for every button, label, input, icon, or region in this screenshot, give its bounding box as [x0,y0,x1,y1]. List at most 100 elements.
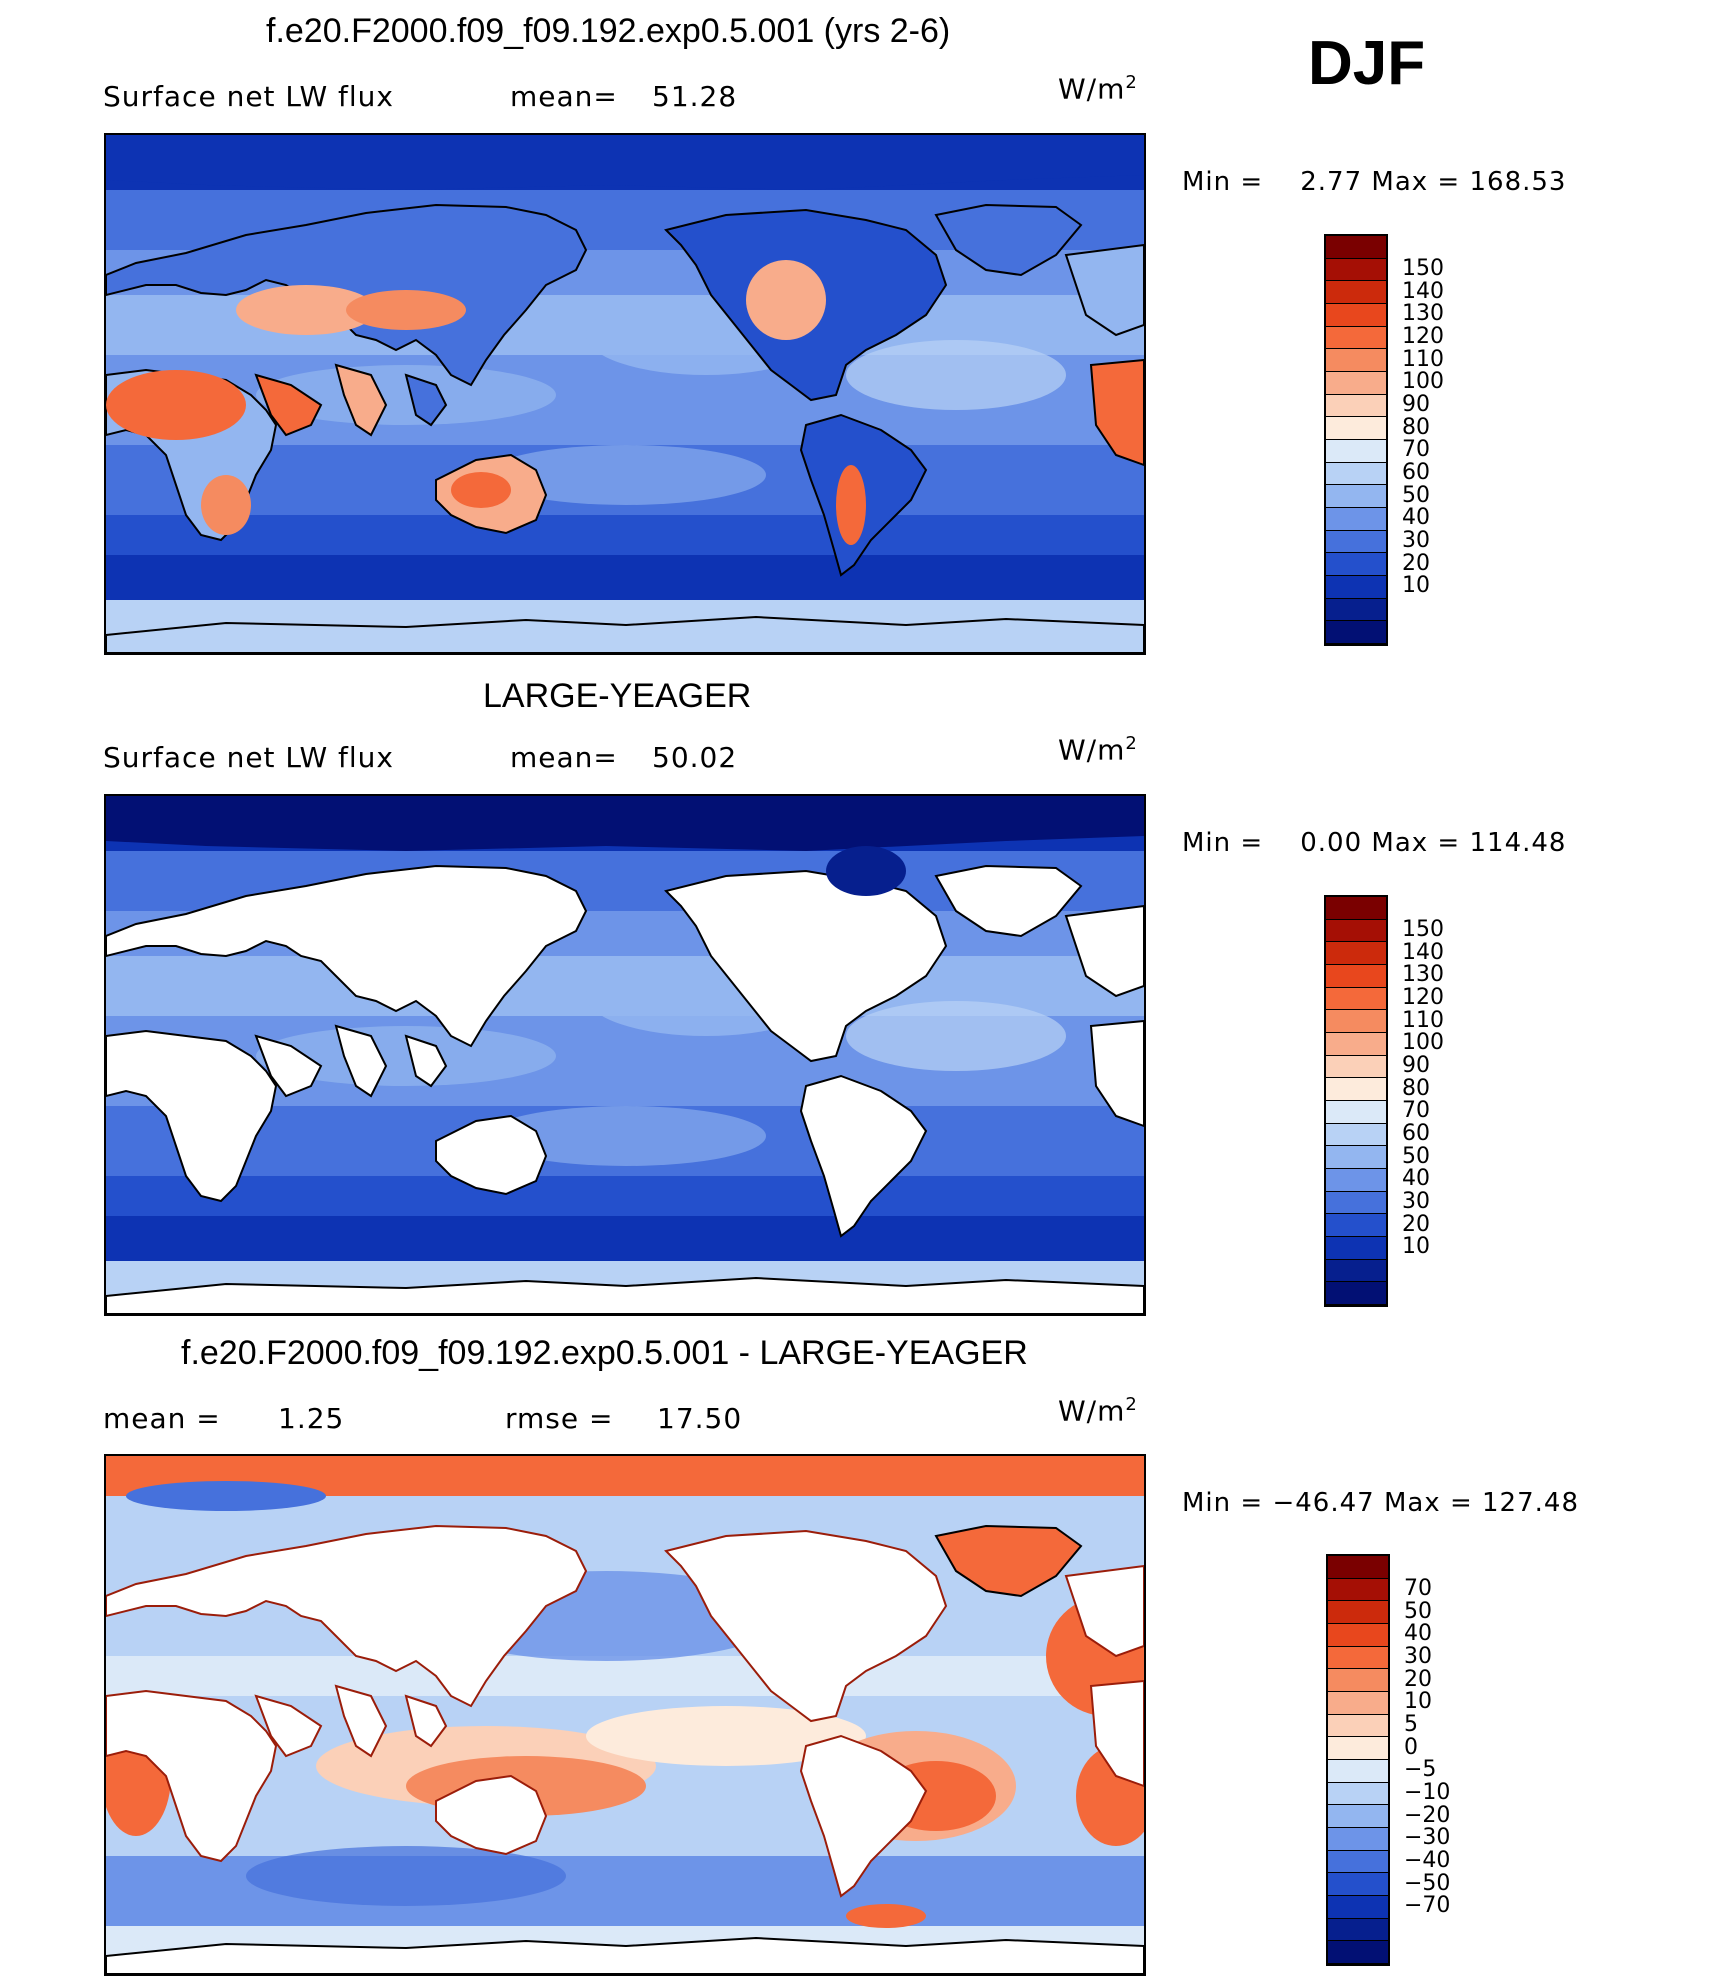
colorbar-tick-label: 130 [1402,962,1444,988]
panel3-units: W/m2 [1058,1394,1138,1428]
coastline-arctic [106,135,1144,190]
colorbar-swatch [1326,349,1386,372]
coastline-greenland [934,203,1083,277]
colorbar-swatch [1328,1782,1388,1806]
field-contour [256,1026,556,1086]
field-contour [106,370,246,440]
colorbar-tick-label: 30 [1404,1644,1432,1669]
colorbar-tick-label: 80 [1402,1075,1430,1101]
colorbar-swatch [1326,897,1386,920]
field-contour [246,1846,566,1906]
field-contour [826,846,906,896]
colorbar-swatch [1328,1760,1388,1783]
colorbar-swatch [1326,304,1386,327]
coastline-antarctica [106,615,1144,653]
panel2-map [104,794,1146,1316]
panel3-map [104,1454,1146,1976]
colorbar-tick-label: 50 [1402,482,1430,508]
colorbar-tick-label: 50 [1404,1598,1432,1624]
field-contour [486,445,766,505]
coastline-africa [106,1029,278,1203]
colorbar-swatch [1326,326,1386,350]
colorbar-swatch [1328,1828,1388,1851]
field-band [106,1656,1144,1696]
coastline-europe_ne [1064,1564,1144,1658]
colorbar-tick-label: 40 [1402,505,1430,531]
field-contour [126,1481,326,1511]
panel3-colorbar: 70 50 40 30 20 10 5 0 −5 −10 −20 −30 −40 −50 −70 [1326,1554,1450,1966]
colorbar-tick-label: 50 [1402,1143,1430,1169]
colorbar-swatch [1328,1714,1388,1738]
colorbar-swatch [1328,1669,1388,1692]
colorbar-swatch [1326,942,1386,965]
coastline-eurasia [106,1524,588,1708]
coastline-arctic [106,796,1144,851]
colorbar-swatch [1326,462,1386,486]
colorbar-tick-label: 120 [1402,985,1444,1010]
colorbar-swatch [1326,1033,1386,1056]
field-contour [256,365,556,425]
field-band [106,515,1144,560]
colorbar-swatch [1326,553,1386,576]
colorbar-tick-label: 80 [1402,414,1430,440]
colorbar-swatch [1328,1578,1388,1602]
panel2-colorbar: 150 140 130 120 110 100 90 80 70 60 50 40 30 20 10 [1324,895,1444,1307]
field-contour [346,290,466,330]
field-contour [746,260,826,340]
coastline-africa [106,1689,278,1863]
coastline-seasia [404,373,448,427]
colorbar-swatch [1326,236,1386,259]
panel1-colorbar: 150 140 130 120 110 100 90 80 70 60 50 40 30 20 10 [1324,234,1444,646]
colorbar-tick-label: −30 [1404,1825,1451,1851]
colorbar-swatch [1326,530,1386,554]
field-contour [836,465,866,545]
colorbar-swatch [1328,1692,1388,1715]
colorbar-swatch [1326,1123,1386,1147]
coastline-antarctica [106,1936,1144,1974]
colorbar-swatch [1326,621,1386,644]
colorbar-tick-label: 70 [1402,437,1430,463]
colorbar-swatch [1326,440,1386,463]
panel3-rmse-label: rmse = [505,1402,614,1435]
coastline-australia [435,1774,548,1856]
coastline-europe_ne [1064,243,1144,337]
colorbar-swatch [1326,919,1386,943]
coastline-namerica [664,1529,948,1723]
field-contour [486,1106,766,1166]
colorbar-tick-label: 100 [1402,369,1444,395]
coastline-europe_ne [1064,904,1144,998]
colorbar-swatch [1326,1282,1386,1305]
colorbar-swatch [1328,1624,1388,1647]
colorbar-swatch [1328,1873,1388,1896]
coastline-seasia [404,1034,448,1088]
colorbar-swatch [1326,1078,1386,1101]
colorbar-swatch [1328,1737,1388,1760]
colorbar-swatch [1326,372,1386,395]
colorbar-swatch [1326,1055,1386,1079]
colorbar-tick-label: 70 [1402,1098,1430,1124]
colorbar-swatch [1326,1237,1386,1260]
panel3-title: f.e20.F2000.f09_f09.192.exp0.5.001 - LAR… [181,1334,1028,1372]
panel3-minmax: Min = −46.47 Max = 127.48 [1182,1488,1579,1518]
colorbar-tick-label: 70 [1404,1576,1432,1601]
colorbar-tick-label: −40 [1404,1848,1451,1873]
colorbar-tick-label: 40 [1404,1621,1432,1647]
field-contour [846,1904,926,1928]
panel2-units: W/m2 [1058,733,1138,767]
field-contour [451,472,511,508]
colorbar-tick-label: 30 [1402,1189,1430,1214]
coastline-arabia [254,1034,323,1098]
panel3-rmse-value: 17.50 [657,1402,743,1435]
coastline-greenland [934,1524,1083,1598]
colorbar-tick-label: 10 [1402,1234,1430,1260]
colorbar-tick-label: 110 [1402,346,1444,372]
colorbar-tick-label: 150 [1402,256,1444,281]
coastline-india [334,363,388,437]
colorbar-tick-label: 130 [1402,301,1444,327]
coastline-greenland [934,864,1083,938]
colorbar-tick-label: 20 [1404,1666,1432,1692]
panel1-mean-label: mean= [510,80,618,113]
season-label: DJF [1308,29,1426,98]
colorbar-swatch [1328,1850,1388,1874]
colorbar-tick-label: −70 [1404,1893,1451,1919]
